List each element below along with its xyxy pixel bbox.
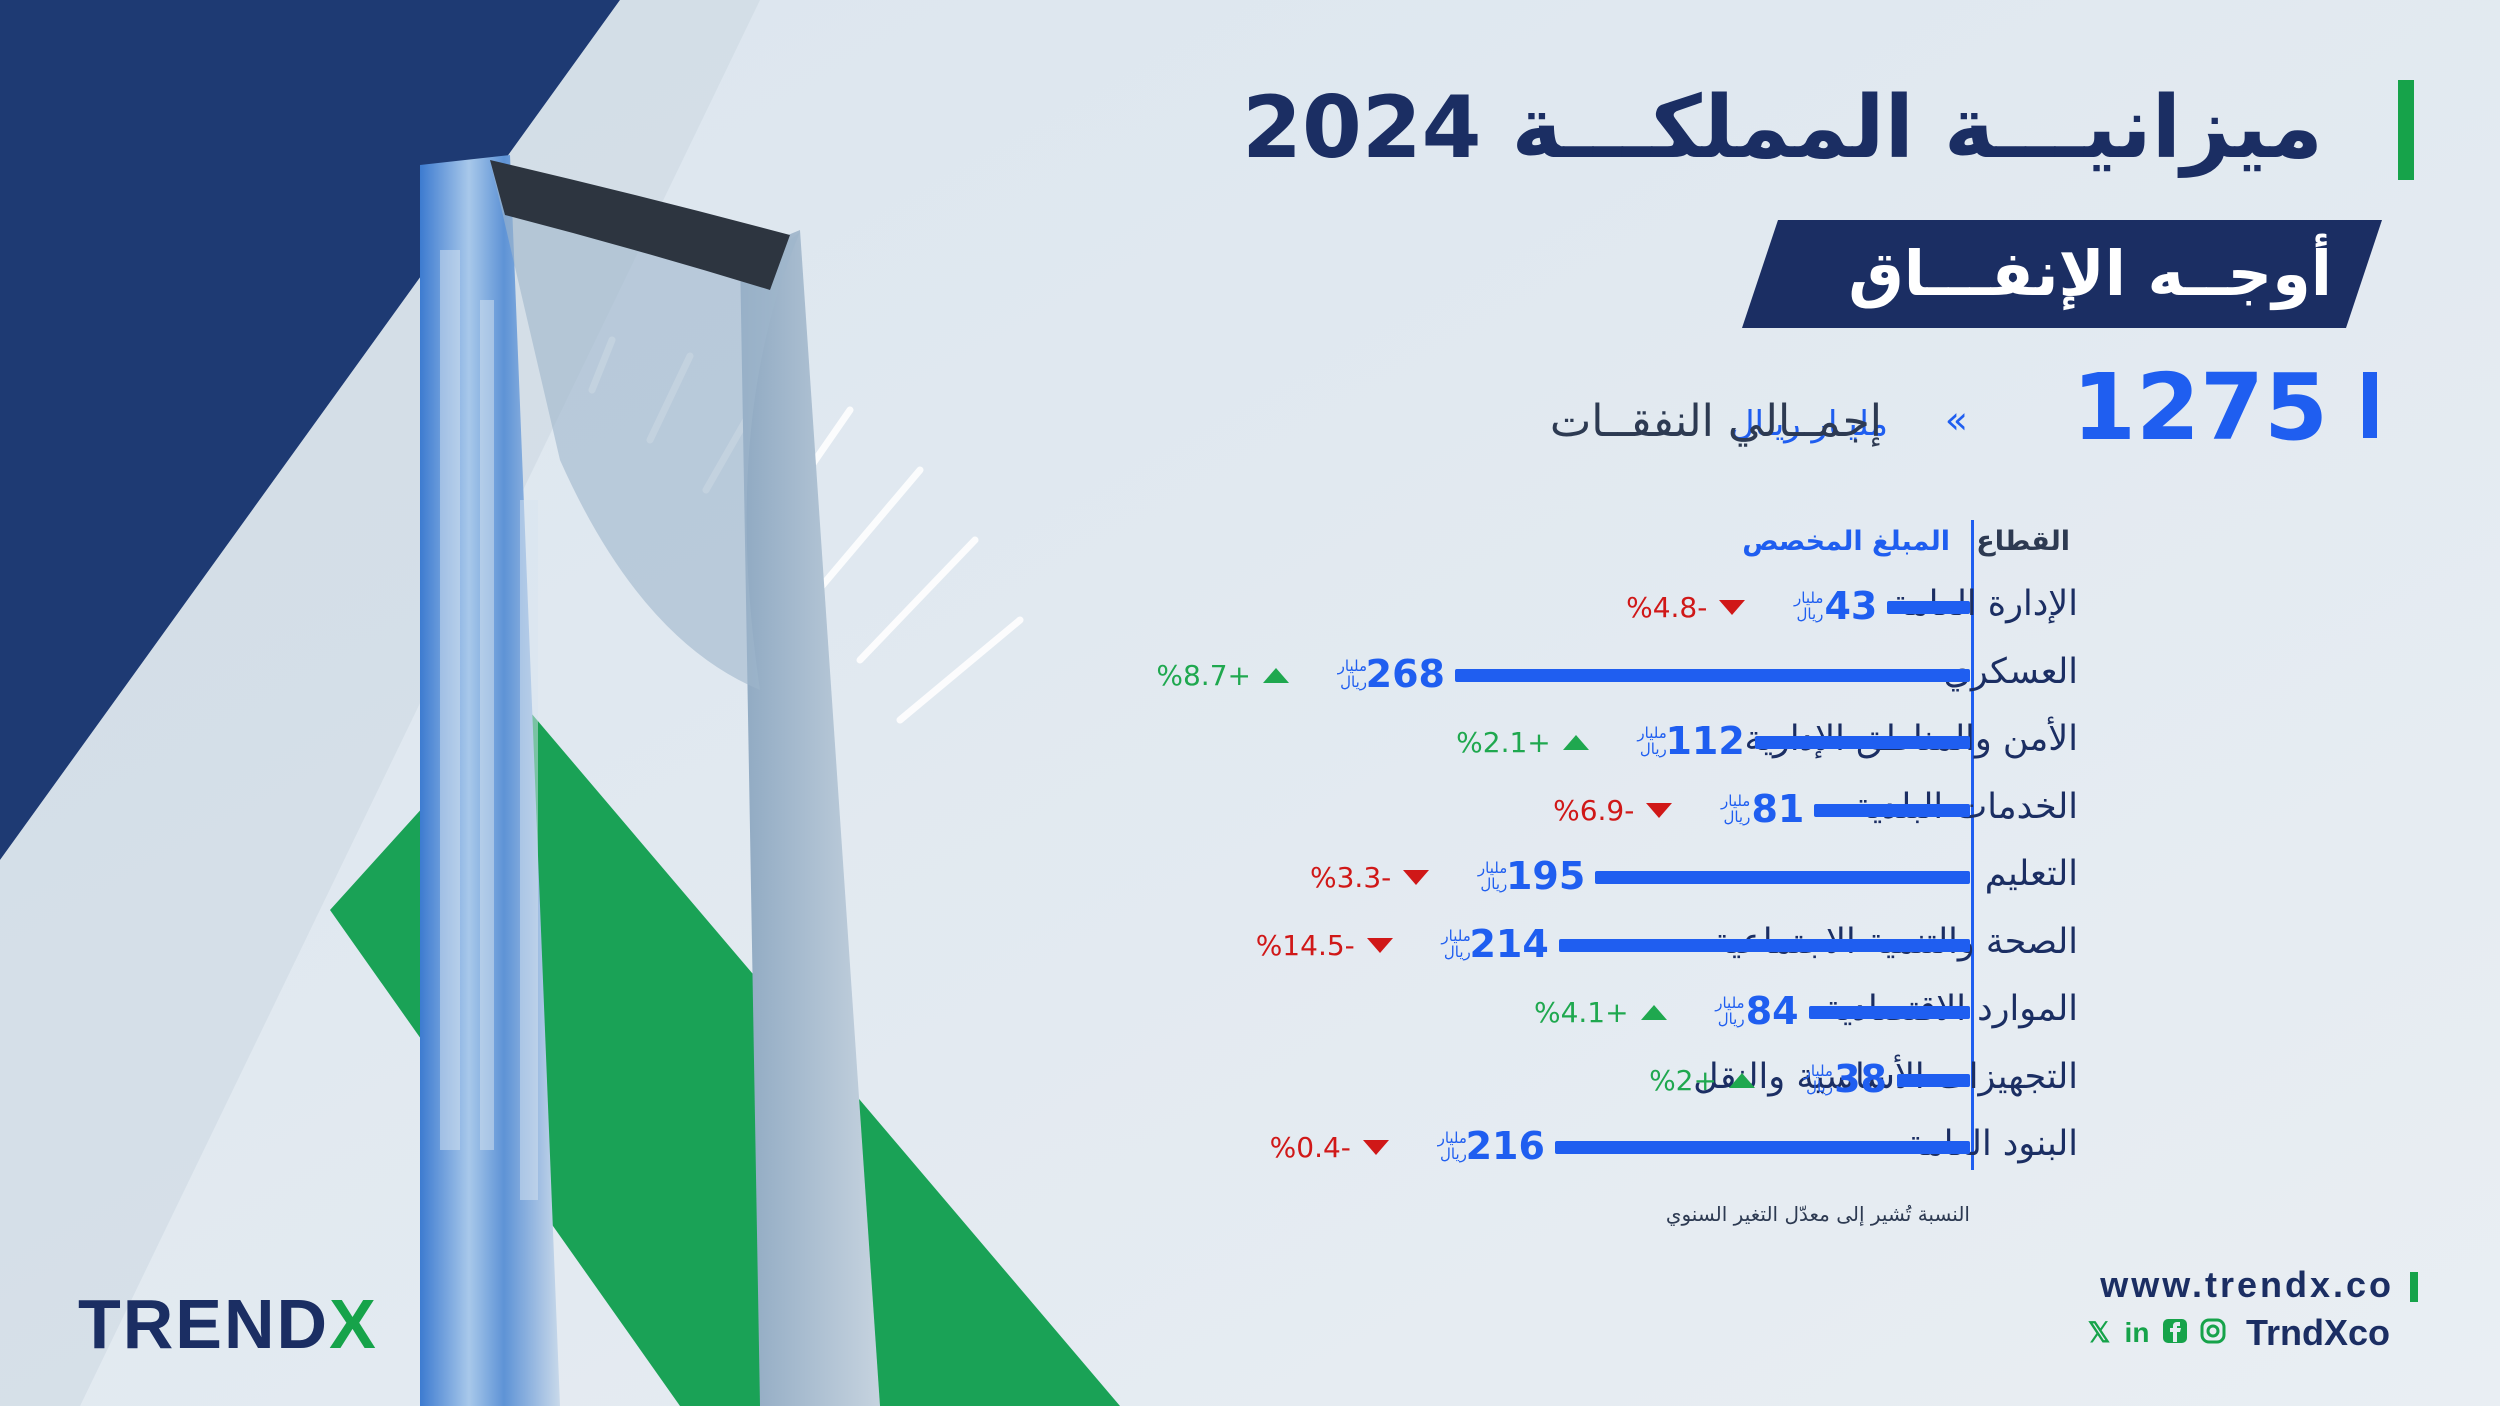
title-accent-bar <box>2398 80 2414 180</box>
total-label: إجمــالي النفقــات <box>1549 396 1882 447</box>
trendx-logo: TRENDX <box>78 1285 378 1363</box>
linkedin-icon[interactable]: in <box>2124 1317 2150 1348</box>
bar-value-label: 268 <box>1365 651 1445 696</box>
spending-bar <box>1887 601 1970 614</box>
change-percent-label: %3.3- <box>1310 861 1392 894</box>
bar-value-label: 84 <box>1745 989 1799 1033</box>
spending-bar <box>1814 803 1970 817</box>
bar-value-label: 43 <box>1824 584 1878 628</box>
subtitle-banner <box>1742 220 2382 328</box>
spending-bar <box>1554 1141 1970 1154</box>
change-percent-label: %2.1+ <box>1456 726 1551 759</box>
triangle-up-icon <box>1263 667 1289 683</box>
change-percent-label: %4.8- <box>1626 591 1708 624</box>
triangle-down-icon <box>1362 1140 1389 1155</box>
subtitle: أوجــه الإنفـــاق <box>1848 237 2332 310</box>
total-accent-bar <box>2363 372 2377 438</box>
spending-bar <box>1558 938 1970 952</box>
bar-unit-label: مليار ريال <box>1477 859 1508 893</box>
triangle-down-icon <box>1719 600 1746 615</box>
change-percent-label: %4.1+ <box>1533 996 1629 1029</box>
change-percent-label: %2+ <box>1649 1063 1717 1097</box>
bar-unit-label: مليار ريال <box>1337 656 1367 691</box>
website-accent-bar <box>2410 1272 2418 1302</box>
double-chevron-icon: « <box>1944 398 1968 442</box>
triangle-down-icon <box>1646 802 1673 818</box>
bar-value-label: 216 <box>1465 1124 1545 1168</box>
bar-unit-label: مليار ريال <box>1441 926 1471 961</box>
triangle-up-icon <box>1562 735 1589 750</box>
x-icon[interactable]: 𝕏 <box>2087 1317 2111 1348</box>
spending-bar <box>1808 1006 1970 1019</box>
column-divider <box>1971 520 1974 1170</box>
bar-unit-label: مليار ريال <box>1803 1061 1833 1096</box>
bar-value-label: 38 <box>1834 1056 1887 1101</box>
sector-label: التعليم <box>1984 854 2078 894</box>
change-percent-label: %0.4- <box>1269 1131 1351 1164</box>
bar-value-label: 214 <box>1469 921 1549 966</box>
bar-unit-label: مليار ريال <box>1794 589 1824 623</box>
column-header-amount: المبلغ المخصص <box>1742 526 1950 557</box>
sector-label: التجهيزات الأساسية والنقل <box>1693 1056 2078 1097</box>
triangle-down-icon <box>1366 937 1393 953</box>
column-header-sector: القطاع <box>1976 526 2070 557</box>
footnote: النسبة تُشير إلى معدّل التغير السنوي <box>1665 1202 1970 1226</box>
triangle-up-icon <box>1640 1005 1667 1020</box>
spending-bar <box>1754 736 1970 749</box>
website-link[interactable]: www.trendx.co <box>2100 1264 2394 1305</box>
page-title: ميزانيـــة المملكـــة 2024 <box>1242 78 2323 178</box>
total-unit: مليـار ريـال <box>1729 404 1888 444</box>
bar-value-label: 81 <box>1751 786 1805 831</box>
spending-bar <box>1455 668 1970 682</box>
spending-bar <box>1595 871 1970 884</box>
total-value: 1275 <box>2071 354 2328 461</box>
triangle-up-icon <box>1728 1072 1755 1088</box>
bar-unit-label: مليار ريال <box>1721 791 1751 826</box>
facebook-icon[interactable] <box>2160 1318 2190 1348</box>
bar-unit-label: مليار ريال <box>1637 724 1667 758</box>
bar-value-label: 195 <box>1505 854 1586 898</box>
triangle-down-icon <box>1403 870 1430 885</box>
bar-value-label: 112 <box>1665 719 1745 763</box>
bar-unit-label: مليار ريال <box>1437 1129 1467 1163</box>
spending-bar <box>1896 1073 1970 1087</box>
change-percent-label: %8.7+ <box>1156 658 1251 692</box>
change-percent-label: %6.9- <box>1553 793 1635 827</box>
bar-unit-label: مليار ريال <box>1715 994 1745 1028</box>
social-handle[interactable]: TrndXco <box>2245 1312 2390 1353</box>
change-percent-label: %14.5- <box>1255 928 1355 962</box>
instagram-icon[interactable] <box>2198 1318 2228 1348</box>
